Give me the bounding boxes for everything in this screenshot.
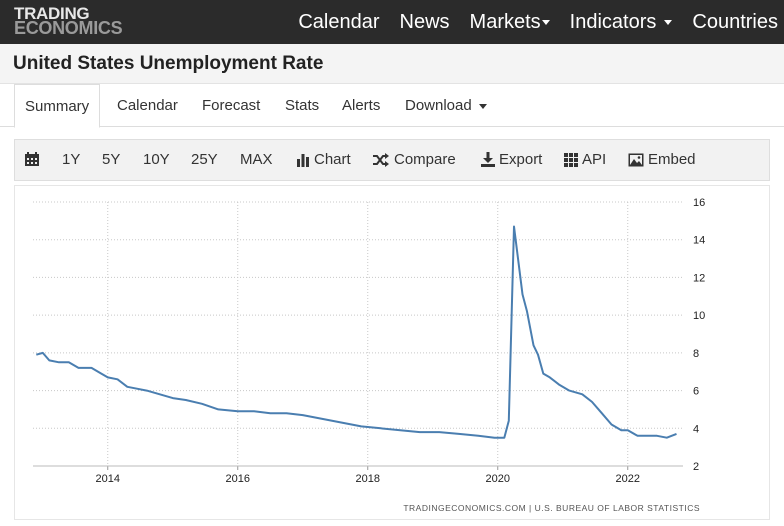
logo-line-1: TRADING <box>14 4 90 23</box>
chart-type-button[interactable]: Chart <box>296 140 351 180</box>
tab-bar: Summary Calendar Forecast Stats Alerts D… <box>0 84 784 128</box>
bar-chart-icon <box>297 154 309 167</box>
series-line-0 <box>36 225 677 439</box>
nav-indicators-label: Indicators <box>569 10 657 33</box>
y-tick-label-2: 2 <box>693 461 699 473</box>
y-tick-label-8: 8 <box>693 348 699 360</box>
tab-summary[interactable]: Summary <box>14 84 101 128</box>
y-axis: 2 4 6 8 10 12 14 16 <box>693 197 705 473</box>
y-tick-label-4: 4 <box>693 423 699 435</box>
logo-line-2: ECONOMICS <box>14 18 123 38</box>
embed-button[interactable]: Embed <box>628 140 696 180</box>
range-25y[interactable]: 25Y <box>191 151 218 168</box>
tab-download[interactable]: Download <box>405 84 487 127</box>
shuffle-icon <box>373 153 389 167</box>
nav-indicators[interactable]: Indicators <box>570 11 673 34</box>
range-1y[interactable]: 1Y <box>62 151 81 168</box>
range-10y[interactable]: 10Y <box>143 151 170 168</box>
nav-countries[interactable]: Countries <box>692 10 778 33</box>
tab-forecast[interactable]: Forecast <box>202 97 261 114</box>
chart-toolbar: 1Y 5Y 10Y 25Y MAX Chart Compare Export A… <box>14 139 770 181</box>
chart-container: 2 4 6 8 10 12 14 16 2014 2016 2018 2020 2022 TRADIN… <box>14 185 770 520</box>
main-menu: Calendar News Markets Indicators Countri… <box>278 0 778 44</box>
y-tick-label-16: 16 <box>693 197 705 209</box>
unemployment-line-chart: 2 4 6 8 10 12 14 16 2014 2016 2018 2020 2022 TRADIN… <box>33 197 705 513</box>
chevron-down-icon <box>478 103 487 109</box>
download-icon <box>481 152 495 167</box>
calendar-icon <box>25 152 39 166</box>
image-icon <box>628 153 644 167</box>
x-tick-label-2016: 2016 <box>226 473 250 485</box>
embed-label: Embed <box>648 151 696 168</box>
x-tick-label-2014: 2014 <box>96 473 120 485</box>
y-tick-label-6: 6 <box>693 386 699 398</box>
tab-calendar[interactable]: Calendar <box>117 97 178 114</box>
title-bar: United States Unemployment Rate <box>0 44 784 84</box>
x-axis: 2014 2016 2018 2020 2022 <box>33 465 683 485</box>
compare-label: Compare <box>394 151 456 168</box>
range-max[interactable]: MAX <box>240 151 273 168</box>
x-tick-label-2022: 2022 <box>616 473 640 485</box>
grid-icon <box>564 153 578 167</box>
nav-markets[interactable]: Markets <box>470 11 550 34</box>
date-picker-button[interactable] <box>24 140 44 180</box>
x-tick-label-2020: 2020 <box>486 473 510 485</box>
tab-alerts[interactable]: Alerts <box>342 97 381 114</box>
chart-series <box>36 225 677 439</box>
export-button[interactable]: Export <box>481 140 542 180</box>
chart-type-label: Chart <box>314 151 351 168</box>
top-navbar: TRADING ECONOMICS Calendar News Markets … <box>0 0 784 44</box>
api-label: API <box>582 151 607 168</box>
range-5y[interactable]: 5Y <box>102 151 121 168</box>
nav-calendar[interactable]: Calendar <box>298 10 380 33</box>
api-button[interactable]: API <box>564 140 606 180</box>
nav-markets-label: Markets <box>469 10 541 33</box>
chevron-down-icon <box>664 19 673 25</box>
x-tick-label-2018: 2018 <box>356 473 380 485</box>
chevron-down-icon <box>541 19 550 25</box>
tab-stats[interactable]: Stats <box>285 97 320 114</box>
y-tick-label-10: 10 <box>693 310 705 322</box>
export-label: Export <box>499 151 543 168</box>
y-tick-label-14: 14 <box>693 235 705 247</box>
site-logo[interactable]: TRADING ECONOMICS <box>14 4 123 38</box>
nav-news[interactable]: News <box>399 10 450 33</box>
tab-download-label: Download <box>405 97 472 114</box>
compare-button[interactable]: Compare <box>372 140 456 180</box>
source-attribution: TRADINGECONOMICS.COM | U.S. BUREAU OF LA… <box>403 503 700 513</box>
page-title: United States Unemployment Rate <box>13 53 324 74</box>
y-tick-label-12: 12 <box>693 272 705 284</box>
